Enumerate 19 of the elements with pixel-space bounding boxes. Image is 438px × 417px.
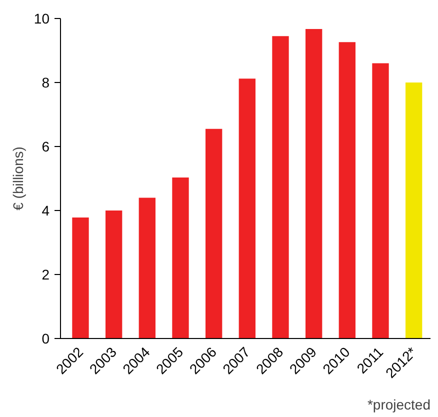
bar (372, 63, 389, 338)
y-tick-label: 4 (42, 202, 50, 218)
bar (206, 128, 222, 338)
bar (172, 178, 189, 338)
bar (406, 82, 422, 338)
text: *projected (367, 396, 431, 412)
bar (272, 36, 289, 338)
y-tick-label: 6 (42, 138, 50, 154)
bar (72, 218, 89, 338)
y-tick-label: 10 (34, 10, 50, 26)
y-tick-label: 8 (42, 74, 50, 90)
y-tick-label: 2 (42, 266, 50, 282)
bar (338, 42, 356, 338)
bar (238, 78, 256, 338)
y-tick-label: 0 (42, 330, 50, 346)
bar (138, 198, 156, 338)
bar (106, 210, 122, 338)
y-axis-title: € (billions) (10, 146, 26, 210)
bar (306, 29, 322, 338)
